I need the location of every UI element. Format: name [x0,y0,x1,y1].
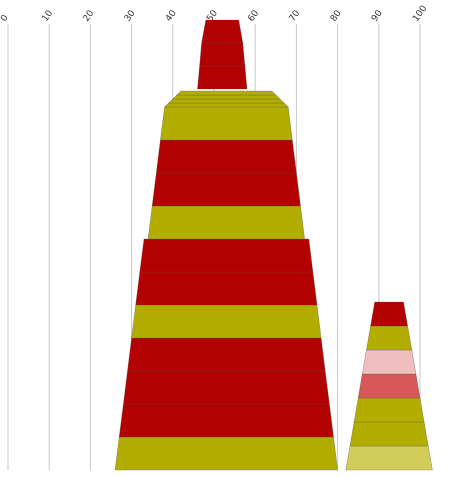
large-stack-layer-8 [147,205,305,240]
large-stack-layer-9 [151,172,301,207]
large-stack-layer-11 [160,106,293,141]
large-stack-layer-5 [131,304,322,339]
x-tick-label-70: 70 [288,8,303,23]
large-stack-layer-15 [176,90,277,96]
x-tick-label-60: 60 [246,8,261,23]
small-stack-layer-6 [366,325,413,351]
large-stack-layer-4 [127,337,326,372]
small-stack-layer-1 [345,445,433,471]
large-stack-layer-3 [123,370,330,405]
large-stack-layer-2 [118,403,334,438]
x-tick-label-90: 90 [370,8,385,23]
x-tick-label-40: 40 [164,8,179,23]
x-tick-label-0: 0 [0,13,11,24]
large-stack-layer-13 [167,98,285,104]
large-stack-layer-12 [163,102,289,108]
large-stack-layer-6 [135,271,318,306]
large-stack [114,19,338,471]
small-stack [345,301,433,471]
x-tick-label-80: 80 [329,8,344,23]
large-stack-layer-16 [197,65,248,90]
small-stack-layer-5 [361,349,417,375]
large-stack-layer-14 [172,94,281,100]
large-stack-layer-1 [114,436,338,471]
small-stack-layer-2 [349,421,429,447]
x-tick-label-100: 100 [411,4,429,24]
large-stack-layer-7 [139,238,314,273]
large-stack-layer-10 [155,139,297,174]
large-stack-layer-17 [199,42,246,67]
small-stack-layer-4 [357,373,421,399]
large-stack-layer-18 [201,19,244,44]
x-tick-label-20: 20 [82,8,97,23]
small-stack-layer-3 [353,397,425,423]
chart-marks [114,19,433,471]
small-stack-layer-7 [370,301,408,327]
x-tick-label-10: 10 [40,8,55,23]
x-tick-label-30: 30 [123,8,138,23]
